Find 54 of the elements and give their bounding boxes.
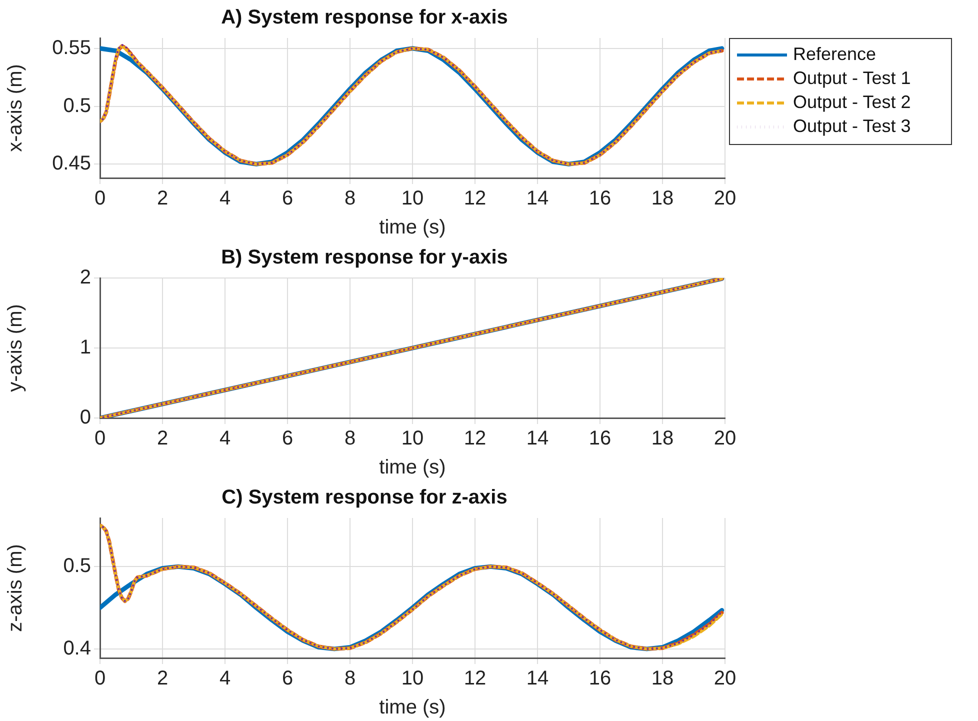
x-tick-label: 12 [464,188,486,210]
x-tick-label: 16 [588,188,612,210]
x-tick-label: 18 [651,188,674,210]
chart-title: A) System response for x-axis [221,6,508,29]
x-tick-label: 6 [282,188,294,210]
y-tick-label: 2 [80,266,91,289]
chart-title: C) System response for z-axis [222,486,508,509]
x-tick-label: 4 [219,188,231,210]
y-tick-label: 0.5 [63,555,91,578]
x-tick-label: 20 [714,668,736,690]
y-tick-label: 0.45 [52,152,91,175]
legend-label: Output - Test 3 [793,116,911,136]
y-axis-title: y-axis (m) [4,304,27,392]
y-tick-label: 0 [80,406,91,429]
x-tick-label: 4 [219,428,231,450]
y-axis-title: x-axis (m) [4,64,27,152]
x-tick-label: 10 [401,668,424,690]
x-tick-label: 0 [94,668,106,690]
x-tick-label: 4 [219,668,231,690]
x-tick-label: 10 [401,428,424,450]
x-tick-label: 20 [714,428,736,450]
x-axis-title: time (s) [379,456,446,479]
x-tick-label: 14 [526,428,549,450]
x-tick-label: 8 [344,188,356,210]
y-tick-label: 0.5 [63,94,91,117]
x-tick-label: 0 [94,428,106,450]
x-tick-label: 2 [156,668,168,690]
y-axis-title: z-axis (m) [4,544,27,632]
x-tick-label: 18 [651,428,674,450]
x-tick-label: 6 [282,668,294,690]
y-tick-label: 1 [80,336,91,359]
x-tick-label: 2 [156,428,168,450]
x-tick-label: 12 [464,428,486,450]
x-tick-label: 18 [651,668,674,690]
x-tick-label: 12 [464,668,486,690]
x-tick-label: 8 [344,668,356,690]
x-tick-label: 10 [401,188,424,210]
x-axis-title: time (s) [379,216,446,239]
x-tick-label: 6 [282,428,294,450]
legend-label: Output - Test 1 [793,68,911,88]
legend-label: Reference [793,44,876,64]
x-tick-label: 8 [344,428,356,450]
legend-label: Output - Test 2 [793,92,911,112]
x-tick-label: 0 [94,188,106,210]
x-tick-label: 16 [588,668,612,690]
x-tick-label: 16 [588,428,612,450]
x-tick-label: 14 [526,668,549,690]
y-tick-label: 0.55 [52,36,91,59]
x-tick-label: 2 [156,188,168,210]
x-tick-label: 20 [714,188,736,210]
x-tick-label: 14 [526,188,549,210]
x-axis-title: time (s) [379,696,446,719]
chart-title: B) System response for y-axis [221,246,508,269]
y-tick-label: 0.4 [63,637,91,660]
